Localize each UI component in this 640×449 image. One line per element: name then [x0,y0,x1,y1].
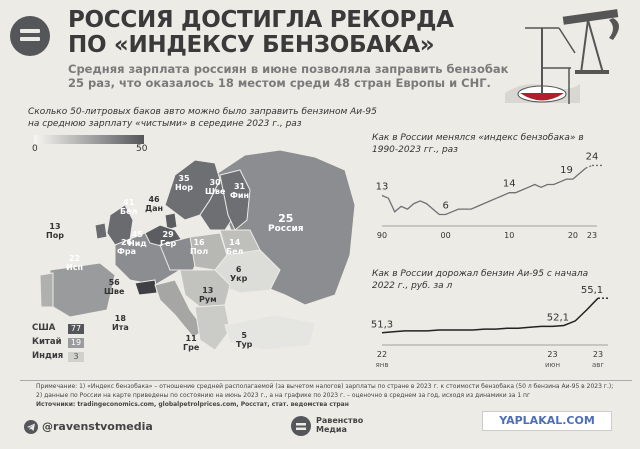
page-title: РОССИЯ ДОСТИГЛА РЕКОРДА ПО «ИНДЕКСУ БЕНЗ… [68,7,454,58]
country-rum: 13 Рум [199,286,217,304]
country-isp: 22 Исп [66,254,83,272]
map-legend-gradient [34,135,144,144]
europe-map [39,149,356,351]
chart1-data-label: 14 [503,179,516,190]
telegram-icon [24,420,38,434]
chart2-x-tick: 23 [593,350,603,359]
country-shve: 56 Шве [104,278,125,296]
chart1-data-label: 19 [560,165,573,176]
oil-pump-illustration [505,9,619,104]
cmp-usa-value: 77 [68,324,84,334]
chart1-x-tick: 00 [441,231,451,240]
country-russia: 25 Россия [268,212,304,234]
country-pol: 16 Пол [190,238,209,256]
country-fin: 31 Фин [230,182,250,200]
country-gre: 11 Гре [183,334,200,352]
cmp-usa-label: США [32,323,56,333]
chart1-data-label: 24 [586,151,599,162]
chart1-series-projection [585,164,593,169]
media-logo-icon [291,416,311,436]
chart2-data-label: 51,3 [371,320,393,331]
chart1-x-tick: 90 [377,231,387,240]
cmp-china-value: 19 [68,338,84,348]
chart2-x-tick: 22 [377,350,387,359]
page-subtitle: Средняя зарплата россиян в июне позволял… [68,62,509,90]
footnote: Примечание: 1) «Индекс бензобака» – отно… [36,383,614,408]
footer-media: Равенство Медиа [316,416,364,434]
chart1-data-label: 13 [376,181,389,192]
country-ukr: 6 Укр [230,265,248,283]
country-fra: 26 Фра [117,238,137,256]
cmp-india-value: 3 [68,352,84,362]
chart1-x-tick: 10 [504,231,514,240]
chart2-x-tick: янв [376,361,389,369]
divider [20,380,632,381]
chart1-x-tick: 20 [568,231,578,240]
country-ger: 29 Гер [160,230,177,248]
legend-max: 50 [136,144,148,154]
chart2-x-tick: июн [545,361,560,369]
country-bel: 14 Бел [226,238,244,256]
logo-icon [10,16,50,56]
chart2-series-line [381,297,599,334]
chart1-x-tick: 23 [587,231,597,240]
chart2-data-label: 55,1 [581,285,603,296]
chart2-title: Как в России дорожал бензин Аи-95 с нача… [372,269,589,291]
watermark: YAPLAKAL.COM [482,411,612,431]
country-nid: 45 Нид [128,230,147,248]
country-bel-uk: 41 Бел [120,198,138,216]
chart1-data-label: 6 [442,201,448,212]
cmp-china-label: Китай [32,337,62,347]
chart2: 51,3 52,1 55,1 22 янв 23 июн 23 авг [371,285,610,369]
country-swe: 30 Шве [205,178,226,196]
chart1: 13 6 14 19 24 90 00 10 20 23 [376,151,604,240]
country-dan: 46 Дан [145,195,164,213]
chart1-series-line [381,167,587,216]
footer-handle[interactable]: @ravenstvomedia [42,420,153,433]
map-label: Сколько 50-литровых баков авто можно был… [28,107,377,129]
country-por: 13 Пор [46,222,64,240]
country-tur: 5 Тур [236,331,253,349]
chart2-x-tick: авг [592,361,604,369]
chart2-x-tick: 23 [547,350,557,359]
country-nor: 35 Нор [175,174,193,192]
legend-min: 0 [32,144,38,154]
cmp-india-label: Индия [32,351,64,361]
chart2-data-label: 52,1 [547,312,569,323]
chart1-title: Как в России менялся «индекс бензобака» … [372,133,584,155]
country-ita: 18 Ита [112,314,129,332]
